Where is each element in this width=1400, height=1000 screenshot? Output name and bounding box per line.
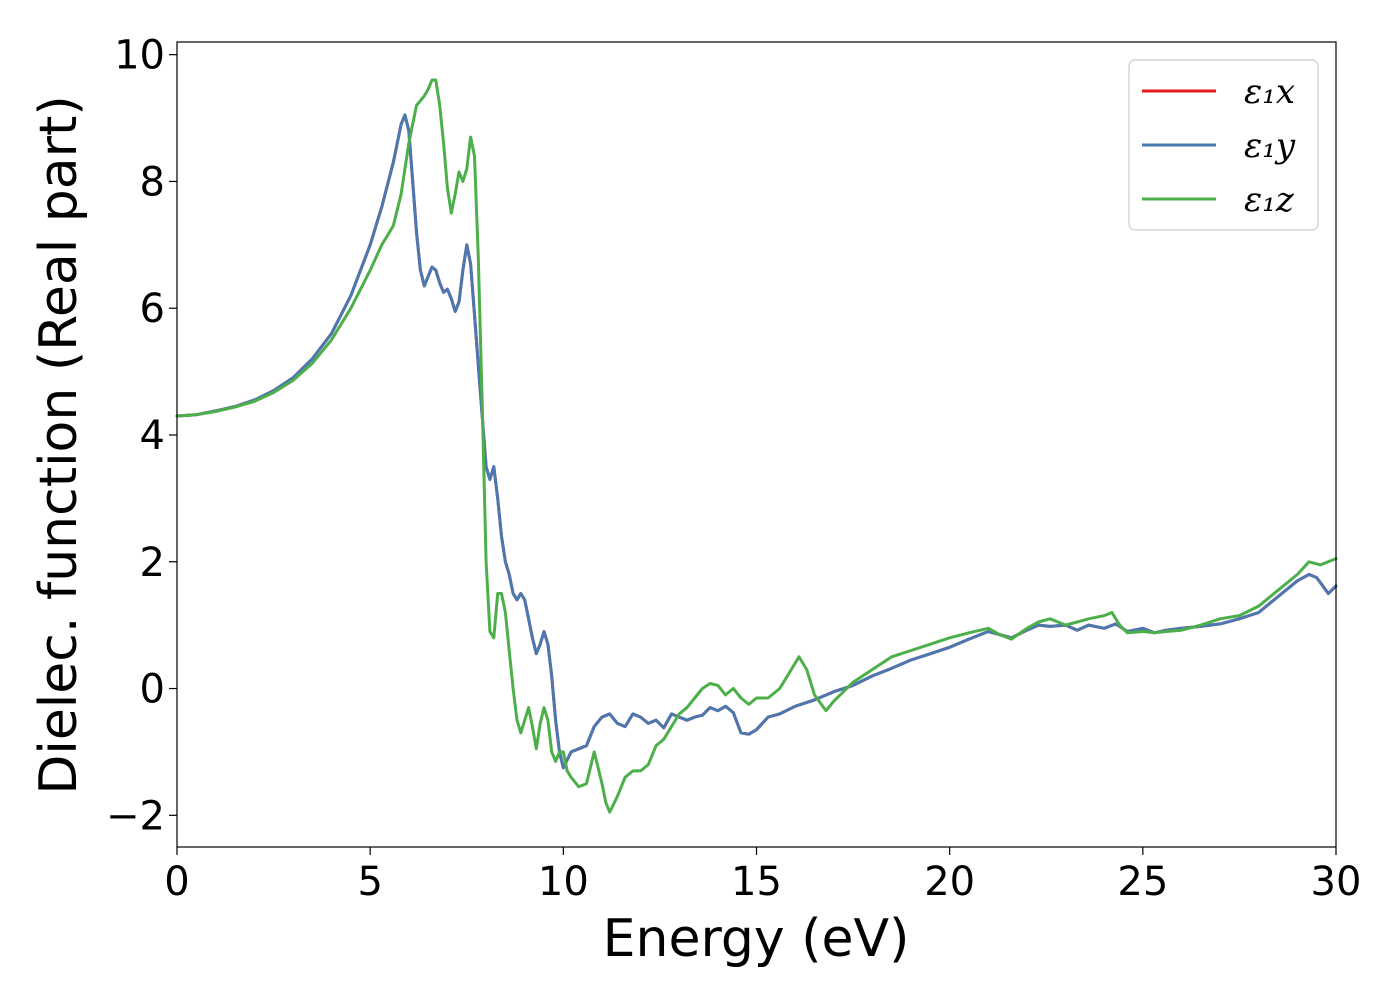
x-tick-label: 20 [924, 859, 975, 905]
y-tick-label: 8 [140, 159, 165, 205]
x-axis-label: Energy (eV) [603, 909, 910, 969]
x-tick-label: 15 [731, 859, 782, 905]
x-tick-label: 10 [538, 859, 589, 905]
legend-label-2: ε₁y [1244, 126, 1296, 166]
y-tick-label: −2 [106, 793, 165, 839]
series-line-3 [175, 78, 1338, 814]
y-axis-ticks: −2 0 2 4 6 8 10 [106, 33, 177, 839]
legend-box [1128, 59, 1319, 231]
x-tick-label: 0 [164, 859, 189, 905]
legend-label-3: ε₁z [1244, 180, 1295, 220]
y-tick-label: 10 [114, 33, 165, 79]
y-tick-label: 4 [140, 413, 165, 459]
x-tick-label: 5 [357, 859, 382, 905]
y-tick-label: 0 [140, 667, 165, 713]
x-axis-ticks: 0 5 10 15 20 25 30 [164, 847, 1361, 905]
y-tick-label: 2 [140, 540, 165, 586]
x-tick-label: 30 [1311, 859, 1362, 905]
x-tick-label: 25 [1117, 859, 1168, 905]
series-line-2 [175, 113, 1338, 770]
y-tick-label: 6 [140, 286, 165, 332]
y-axis-label: Dielec. function (Real part) [29, 95, 89, 794]
legend: ε₁x ε₁y ε₁z [1128, 59, 1319, 231]
legend-label-1: ε₁x [1244, 72, 1295, 112]
series-lines [175, 78, 1338, 814]
